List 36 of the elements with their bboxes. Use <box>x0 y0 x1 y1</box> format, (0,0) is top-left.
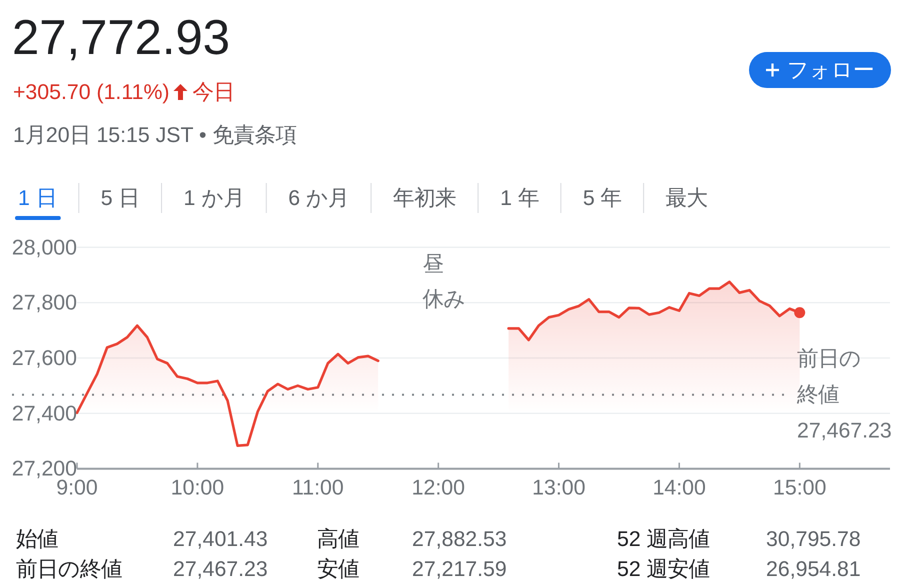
text: 1 か月 <box>184 186 244 210</box>
x-tick-label: 10:00 <box>170 476 224 500</box>
annotation: 昼休み <box>422 252 466 311</box>
button-follow: フォロー <box>749 52 891 88</box>
text: 前日の終値 <box>16 557 122 581</box>
chart-subtitle: +305.70 (1.11%) 今日 <box>13 80 234 104</box>
chart-title: 27,772.93 <box>12 11 230 65</box>
text: 52 週高値 <box>617 527 710 551</box>
text: 始値 <box>16 527 58 551</box>
text: 27,467.23 <box>173 557 268 581</box>
x-tick-label: 13:00 <box>532 476 586 500</box>
y-tick-label: 27,800 <box>12 290 78 315</box>
x-tick-label: 15:00 <box>773 476 826 500</box>
x-tick-label: 14:00 <box>652 476 706 500</box>
text: 26,954.81 <box>766 557 861 581</box>
x-tick-label: 11:00 <box>292 476 344 500</box>
text: 安値 <box>317 557 359 581</box>
text: 6 か月 <box>288 186 350 210</box>
text: 5 年 <box>582 186 622 210</box>
text: 1月20日 15:15 JST • 免責条項 <box>13 123 296 147</box>
text: 高値 <box>317 527 359 551</box>
y-tick-label: 27,600 <box>12 346 78 370</box>
text: 年初来 <box>393 186 456 210</box>
text: 52 週安値 <box>617 557 710 581</box>
y-tick-label: 27,400 <box>12 401 78 426</box>
text: 1 日 <box>18 186 57 210</box>
text: 27,882.53 <box>412 527 507 551</box>
text: 30,795.78 <box>766 527 861 551</box>
text: 最大 <box>666 186 708 210</box>
x-tick-label: 12:00 <box>412 476 466 500</box>
text: 1 年 <box>500 186 539 210</box>
text: 5 日 <box>100 186 140 210</box>
ref-line-label: 前日の終値 27,467.23 <box>796 346 892 443</box>
y-tick-label: 28,000 <box>12 235 78 260</box>
text: 27,401.43 <box>173 527 268 551</box>
text: 27,217.59 <box>412 557 507 581</box>
